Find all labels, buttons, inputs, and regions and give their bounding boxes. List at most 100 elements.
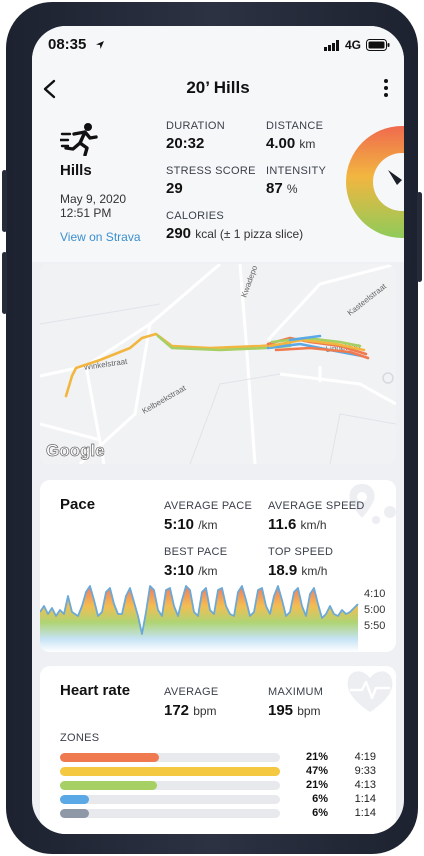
stress-score-label: STRESS SCORE bbox=[166, 165, 256, 177]
hr-zone-row: 21% 4:13 bbox=[60, 778, 376, 792]
best-pace-label: BEST PACE bbox=[164, 546, 228, 558]
average-hr-value: 172 bbox=[164, 702, 190, 719]
pace-chart bbox=[40, 585, 359, 652]
status-bar: 08:35 4G bbox=[32, 26, 404, 66]
top-app-bar: 20’ Hills bbox=[32, 66, 404, 112]
intensity-label: INTENSITY bbox=[266, 165, 327, 177]
hr-zone-percent: 21% bbox=[305, 751, 328, 763]
hr-zone-duration: 4:19 bbox=[354, 751, 376, 763]
pace-card: Pace AVERAGE PACE 5:10 /km AVERAGE SPEED… bbox=[40, 480, 396, 652]
route-line bbox=[64, 332, 370, 398]
hr-zone-row: 6% 1:14 bbox=[60, 792, 376, 806]
hr-zone-percent: 6% bbox=[312, 793, 328, 805]
back-arrow-icon[interactable] bbox=[40, 78, 62, 100]
maximum-hr-display: 195 bpm bbox=[268, 702, 321, 719]
distance-value: 4.00 bbox=[266, 135, 296, 152]
pace-axis-tick: 5:00 bbox=[364, 604, 386, 616]
pace-area bbox=[40, 586, 358, 652]
hr-zone-duration: 1:14 bbox=[354, 793, 376, 805]
maximum-hr-label: MAXIMUM bbox=[268, 686, 324, 698]
intensity-display: 87 % bbox=[266, 180, 298, 197]
maximum-hr-unit: bpm bbox=[297, 704, 321, 718]
hr-zone-bar bbox=[60, 809, 89, 818]
hr-zone-percent: 47% bbox=[305, 765, 328, 777]
hr-zone-track bbox=[60, 809, 280, 818]
workout-summary: Hills May 9, 2020 12:51 PM View on Strav… bbox=[32, 112, 404, 262]
hr-zone-row: 47% 9:33 bbox=[60, 764, 376, 778]
running-icon bbox=[60, 123, 98, 156]
average-pace-label: AVERAGE PACE bbox=[164, 500, 253, 512]
distance-display: 4.00 km bbox=[266, 135, 315, 152]
location-pin-icon bbox=[349, 484, 396, 524]
average-speed-unit: km/h bbox=[300, 518, 327, 532]
calories-display: 290 kcal (± 1 pizza slice) bbox=[166, 225, 303, 242]
duration-value: 20:32 bbox=[166, 135, 205, 152]
stress-score-value: 29 bbox=[166, 180, 183, 197]
best-pace-value: 3:10 bbox=[164, 562, 195, 579]
hr-zone-duration: 1:14 bbox=[354, 807, 376, 819]
hr-zone-track bbox=[60, 767, 280, 776]
network-type: 4G bbox=[344, 38, 361, 52]
hr-zone-bar bbox=[60, 795, 89, 804]
volume-down-button bbox=[2, 252, 7, 314]
workout-time: 12:51 PM bbox=[60, 206, 112, 220]
average-pace-unit: /km bbox=[198, 518, 218, 532]
volume-up-button bbox=[2, 170, 7, 232]
pace-line bbox=[40, 585, 359, 635]
pace-axis-tick: 5:50 bbox=[364, 620, 386, 632]
hr-zone-row: 6% 1:14 bbox=[60, 806, 376, 820]
hr-zone-bar bbox=[60, 767, 280, 776]
location-arrow-icon bbox=[96, 41, 104, 49]
distance-unit: km bbox=[299, 137, 316, 151]
average-hr-label: AVERAGE bbox=[164, 686, 219, 698]
pace-axis-tick: 4:10 bbox=[364, 588, 386, 600]
top-speed-label: TOP SPEED bbox=[268, 546, 334, 558]
best-pace-unit: /km bbox=[198, 564, 218, 578]
pace-card-title: Pace bbox=[60, 496, 96, 513]
page-title: 20’ Hills bbox=[186, 78, 250, 97]
route-map[interactable]: Kwadepo Kasteelstraat Winkelstraat Linde… bbox=[40, 264, 396, 464]
google-logo: Google bbox=[46, 441, 105, 460]
average-speed-value: 11.6 bbox=[268, 516, 297, 533]
heart-rate-card: Heart rate AVERAGE 172 bpm MAXIMUM 195 b… bbox=[40, 666, 396, 834]
top-speed-display: 18.9 km/h bbox=[268, 562, 327, 579]
hr-zone-bar bbox=[60, 781, 157, 790]
intensity-gauge bbox=[346, 126, 404, 238]
hr-zone-percent: 21% bbox=[305, 779, 328, 791]
average-speed-display: 11.6 km/h bbox=[268, 516, 327, 533]
hr-zone-duration: 9:33 bbox=[354, 765, 376, 777]
workout-date: May 9, 2020 bbox=[60, 192, 127, 206]
signal-icon bbox=[323, 39, 339, 51]
activity-type: Hills bbox=[60, 162, 92, 179]
gauge-needle-icon bbox=[388, 170, 402, 185]
best-pace-display: 3:10 /km bbox=[164, 562, 218, 579]
hr-zone-row: 21% 4:19 bbox=[60, 750, 376, 764]
hr-zone-duration: 4:13 bbox=[354, 779, 376, 791]
clock: 08:35 bbox=[48, 36, 87, 53]
distance-label: DISTANCE bbox=[266, 120, 324, 132]
hr-zone-track bbox=[60, 795, 280, 804]
street-label-kelbeekstraat: Kelbeekstraat bbox=[141, 383, 189, 416]
top-speed-unit: km/h bbox=[301, 564, 328, 578]
hr-zone-bar bbox=[60, 753, 159, 762]
intensity-unit: % bbox=[286, 182, 298, 196]
average-hr-display: 172 bpm bbox=[164, 702, 217, 719]
calories-value: 290 bbox=[166, 225, 192, 242]
duration-label: DURATION bbox=[166, 120, 226, 132]
heart-icon bbox=[347, 671, 393, 712]
more-options-icon[interactable] bbox=[382, 78, 390, 98]
heart-rate-card-title: Heart rate bbox=[60, 682, 131, 699]
intensity-value: 87 bbox=[266, 180, 283, 197]
power-button bbox=[417, 192, 422, 282]
hr-zone-track bbox=[60, 753, 280, 762]
average-pace-display: 5:10 /km bbox=[164, 516, 218, 533]
calories-unit: kcal (± 1 pizza slice) bbox=[195, 227, 304, 241]
average-pace-value: 5:10 bbox=[164, 516, 195, 533]
calories-label: CALORIES bbox=[166, 210, 225, 222]
average-speed-label: AVERAGE SPEED bbox=[268, 500, 365, 512]
street-label-kasteelstraat: Kasteelstraat bbox=[346, 281, 389, 317]
view-on-strava-link[interactable]: View on Strava bbox=[60, 230, 141, 244]
hr-zone-percent: 6% bbox=[312, 807, 328, 819]
maximum-hr-value: 195 bbox=[268, 702, 294, 719]
